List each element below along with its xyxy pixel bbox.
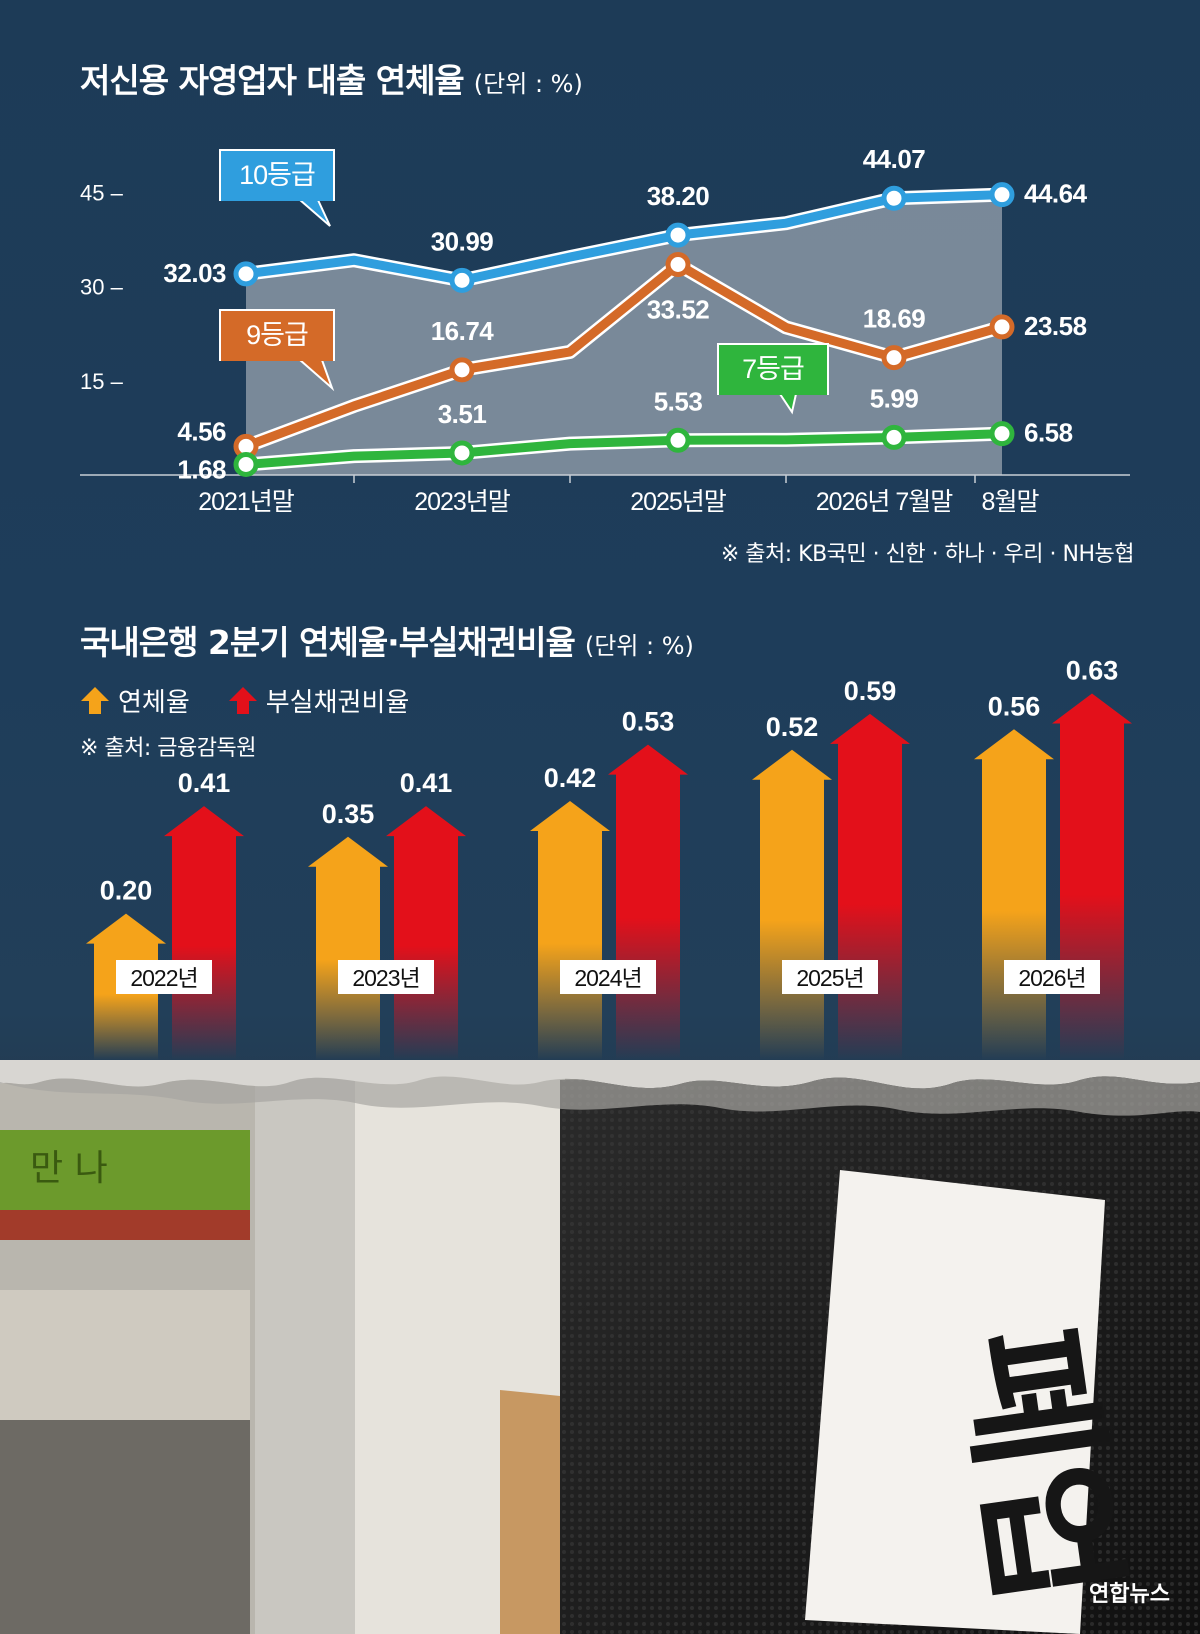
line-chart-source: ※ 출처: KB국민 · 신한 · 하나 · 우리 · NH농협 xyxy=(720,542,1135,567)
bar-chart-source: ※ 출처: 금융감독원 xyxy=(80,736,257,761)
series-name-label: 9등급 xyxy=(246,320,308,350)
data-point xyxy=(989,314,1015,340)
bar-value-label: 0.41 xyxy=(178,768,231,798)
year-label-box xyxy=(116,960,212,994)
year-label: 2022년 xyxy=(130,965,197,991)
data-label: 30.99 xyxy=(431,226,494,256)
bar-value-label: 0.35 xyxy=(322,799,375,829)
data-point xyxy=(449,267,475,293)
shop-sign-text: 만 나 xyxy=(30,1148,108,1189)
data-point xyxy=(233,451,259,477)
year-label-box xyxy=(1004,960,1100,994)
year-label-box xyxy=(560,960,656,994)
bar-value-label: 0.59 xyxy=(844,676,897,706)
year-label-box xyxy=(782,960,878,994)
bar-부실채권비율 xyxy=(164,806,244,1060)
data-label: 6.58 xyxy=(1024,418,1073,448)
year-label: 2023년 xyxy=(352,965,419,991)
bar-value-label: 0.20 xyxy=(100,876,153,906)
y-tick-label: 15 – xyxy=(80,369,124,394)
torn-paper-edge xyxy=(0,1060,1200,1089)
bar-chart-legend: 연체율 부실채권비율 xyxy=(80,680,447,720)
data-point xyxy=(665,222,691,248)
bar-chart-title: 국내은행 2분기 연체율·부실채권비율 (단위 : %) xyxy=(80,623,694,662)
series-line-0 xyxy=(245,190,1003,285)
legend-item-npl: 부실채권비율 xyxy=(228,682,410,719)
data-label: 44.07 xyxy=(863,144,926,174)
photo-credit: 연합뉴스 xyxy=(1089,1582,1170,1607)
legend-item-delinquency: 연체율 xyxy=(80,682,190,719)
data-point xyxy=(665,427,691,453)
line-chart-unit: (단위 : %) xyxy=(473,70,583,98)
data-label: 38.20 xyxy=(647,181,710,211)
data-label: 23.58 xyxy=(1024,311,1087,341)
year-label: 2024년 xyxy=(574,965,641,991)
line-chart-title: 저신용 자영업자 대출 연체율 (단위 : %) xyxy=(80,61,583,100)
bar-부실채권비율 xyxy=(830,713,910,1060)
data-label: 32.03 xyxy=(163,258,226,288)
legend-label-npl: 부실채권비율 xyxy=(265,687,410,718)
series-line-2 xyxy=(245,429,1003,469)
data-point xyxy=(665,251,691,277)
closure-sign xyxy=(805,1170,1105,1634)
line-chart: 45 – 30 – 15 – 2021년말 2023년말 2025년말 2026년 7월말 8… xyxy=(80,144,1130,516)
bar-연체율 xyxy=(752,749,832,1060)
data-label: 5.99 xyxy=(870,383,919,413)
series-callout-box xyxy=(219,149,335,201)
bar-부실채권비율 xyxy=(608,744,688,1060)
bar-value-label: 0.42 xyxy=(544,763,597,793)
bar-chart-unit: (단위 : %) xyxy=(584,632,694,660)
bar-value-label: 0.41 xyxy=(400,768,453,798)
x-tick-label: 2026년 7월말 xyxy=(816,488,953,516)
data-point xyxy=(449,440,475,466)
red-arrow-icon xyxy=(228,687,257,714)
data-label: 5.53 xyxy=(654,386,703,416)
data-point xyxy=(881,345,907,371)
year-label-box xyxy=(338,960,434,994)
data-label: 4.56 xyxy=(177,416,226,446)
series-name-label: 10등급 xyxy=(239,160,315,190)
x-tick-label: 2025년말 xyxy=(630,488,727,516)
data-point xyxy=(881,185,907,211)
bar-연체율 xyxy=(530,800,610,1060)
legend-label-delinquency: 연체율 xyxy=(118,687,190,718)
year-label: 2025년 xyxy=(796,965,863,991)
data-point xyxy=(233,261,259,287)
x-tick-label: 2023년말 xyxy=(414,488,511,516)
y-tick-label: 45 – xyxy=(80,180,124,205)
series-line-1 xyxy=(244,259,1004,451)
bar-value-label: 0.56 xyxy=(988,691,1041,721)
closure-sign-text: 폐업 xyxy=(933,1317,1144,1615)
data-label: 33.52 xyxy=(647,294,710,324)
y-tick-label: 30 – xyxy=(80,275,124,300)
year-label: 2026년 xyxy=(1018,965,1085,991)
bar-연체율 xyxy=(308,836,388,1060)
data-point xyxy=(881,424,907,450)
green-awning xyxy=(0,1130,250,1210)
closed-shop-photo: 만 나 폐업 xyxy=(0,1060,1200,1634)
x-tick-label: 8월말 xyxy=(982,488,1040,516)
data-point xyxy=(989,421,1015,447)
bar-연체율 xyxy=(974,729,1054,1060)
bar-chart: 0.20 0.41 2022년 0.35 0.41 2023년 0.42 0.53 2024년 0… xyxy=(86,655,1132,1060)
series-callout-box xyxy=(717,343,829,395)
data-point xyxy=(989,182,1015,208)
data-label: 1.68 xyxy=(177,454,226,484)
data-label: 44.64 xyxy=(1024,179,1088,209)
x-tick-label: 2021년말 xyxy=(198,488,295,516)
series-name-label: 7등급 xyxy=(742,354,804,384)
data-label: 16.74 xyxy=(431,316,495,346)
bar-부실채권비율 xyxy=(1052,693,1132,1060)
bar-value-label: 0.53 xyxy=(622,707,675,737)
data-label: 18.69 xyxy=(863,304,926,334)
data-label: 3.51 xyxy=(438,399,487,429)
data-point xyxy=(449,357,475,383)
bar-value-label: 0.63 xyxy=(1066,655,1119,685)
orange-arrow-icon xyxy=(81,687,109,714)
plot-area-shade xyxy=(246,194,1002,475)
bar-부실채권비율 xyxy=(386,806,466,1060)
bar-value-label: 0.52 xyxy=(766,712,819,742)
